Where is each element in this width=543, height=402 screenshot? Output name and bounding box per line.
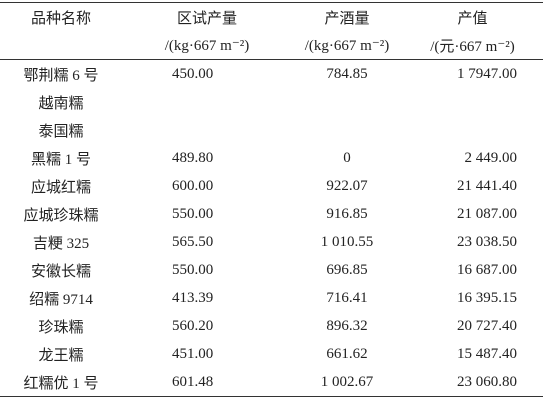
table-cell: 红糯优 1 号 (23, 375, 99, 392)
table-cell: 吉粳 325 (32, 235, 90, 252)
table-cell: 龙王糯 (38, 347, 84, 364)
table-cell: 安徽长糯 (30, 263, 91, 280)
table-row: 安徽长糯 550.00 696.85 16 687.00 (0, 256, 543, 284)
table-cell: 越南糯 (38, 95, 84, 112)
header-title: 区试产量 (176, 10, 237, 27)
table-cell: 黑糯 1 号 (30, 151, 91, 168)
table-cell: 0 (343, 149, 351, 166)
table-cell: 450.00 (172, 65, 214, 82)
table-cell: 16 687.00 (457, 261, 517, 278)
table-row: 应城珍珠糯 550.00 916.85 21 087.00 (0, 200, 543, 228)
table-cell (292, 88, 402, 116)
table-cell: 15 487.40 (457, 345, 517, 362)
table-cell: 601.48 (172, 373, 214, 390)
table-row: 吉粳 325 565.50 1 010.55 23 038.50 (0, 228, 543, 256)
table-cell: 600.00 (172, 177, 214, 194)
table-row: 黑糯 1 号 489.80 0 2 449.00 (0, 144, 543, 172)
table-cell (292, 116, 402, 144)
table-cell: 550.00 (172, 205, 214, 222)
table-cell: 泰国糯 (38, 123, 84, 140)
table-body: 鄂荆糯 6 号 450.00 784.85 1 7947.00 越南糯泰国糯黑糯 1 号… (0, 60, 543, 397)
header-row: 品种名称 区试产量 产酒量 产值 (0, 3, 543, 32)
table-cell: 916.85 (326, 205, 368, 222)
table-cell: 20 727.40 (457, 317, 517, 334)
table-cell: 绍糯 9714 (29, 291, 93, 308)
header-unit: /(元·667 m⁻²) (430, 38, 515, 55)
table-cell: 550.00 (172, 261, 214, 278)
table-cell: 应城红糯 (30, 179, 91, 196)
table-row: 越南糯 (0, 88, 543, 116)
table-cell: 鄂荆糯 6 号 (23, 67, 99, 84)
table-cell: 23 060.80 (457, 373, 517, 390)
table-row: 红糯优 1 号 601.48 1 002.67 23 060.80 (0, 368, 543, 397)
table-cell: 413.39 (172, 289, 214, 306)
table-row: 鄂荆糯 6 号 450.00 784.85 1 7947.00 (0, 60, 543, 89)
table-row: 珍珠糯 560.20 896.32 20 727.40 (0, 312, 543, 340)
header-title: 产值 (457, 10, 488, 27)
header-unit: /(kg·667 m⁻²) (304, 37, 390, 54)
table-cell: 珍珠糯 (38, 319, 84, 336)
table-cell: 716.41 (326, 289, 368, 306)
table-cell: 1 002.67 (320, 373, 374, 390)
table-cell: 784.85 (326, 65, 368, 82)
header-unit-row: /(kg·667 m⁻²) /(kg·667 m⁻²) /(元·667 m⁻²) (0, 31, 543, 60)
table-row: 泰国糯 (0, 116, 543, 144)
table-cell: 451.00 (172, 345, 214, 362)
table-cell: 21 441.40 (457, 177, 517, 194)
table-cell: 1 010.55 (320, 233, 374, 250)
table-row: 龙王糯 451.00 661.62 15 487.40 (0, 340, 543, 368)
table-cell: 922.07 (326, 177, 368, 194)
header-unit (0, 31, 122, 60)
table-cell: 1 7947.00 (457, 65, 517, 82)
table-header: 品种名称 区试产量 产酒量 产值/(kg·667 m⁻²)/(kg·667 m⁻²) /… (0, 2, 543, 60)
header-title: 产酒量 (324, 10, 370, 27)
header-title: 品种名称 (30, 10, 91, 27)
table-cell: 21 087.00 (457, 205, 517, 222)
table-cell: 696.85 (326, 261, 368, 278)
table-row: 应城红糯 600.00 922.07 21 441.40 (0, 172, 543, 200)
table-cell: 661.62 (326, 345, 368, 362)
table-row: 绍糯 9714 413.39 716.41 16 395.15 (0, 284, 543, 312)
table-cell: 应城珍珠糯 (23, 207, 99, 224)
table-cell (122, 116, 292, 144)
table-cell: 560.20 (172, 317, 214, 334)
table-cell: 2 449.00 (464, 149, 518, 166)
table-cell (122, 88, 292, 116)
table-cell: 565.50 (172, 233, 214, 250)
table-cell: 489.80 (172, 149, 214, 166)
header-unit: /(kg·667 m⁻²) (164, 37, 250, 54)
table-cell: 896.32 (326, 317, 368, 334)
table-cell: 23 038.50 (457, 233, 517, 250)
table-cell (402, 88, 543, 116)
table-cell: 16 395.15 (457, 289, 517, 306)
table-cell (402, 116, 543, 144)
